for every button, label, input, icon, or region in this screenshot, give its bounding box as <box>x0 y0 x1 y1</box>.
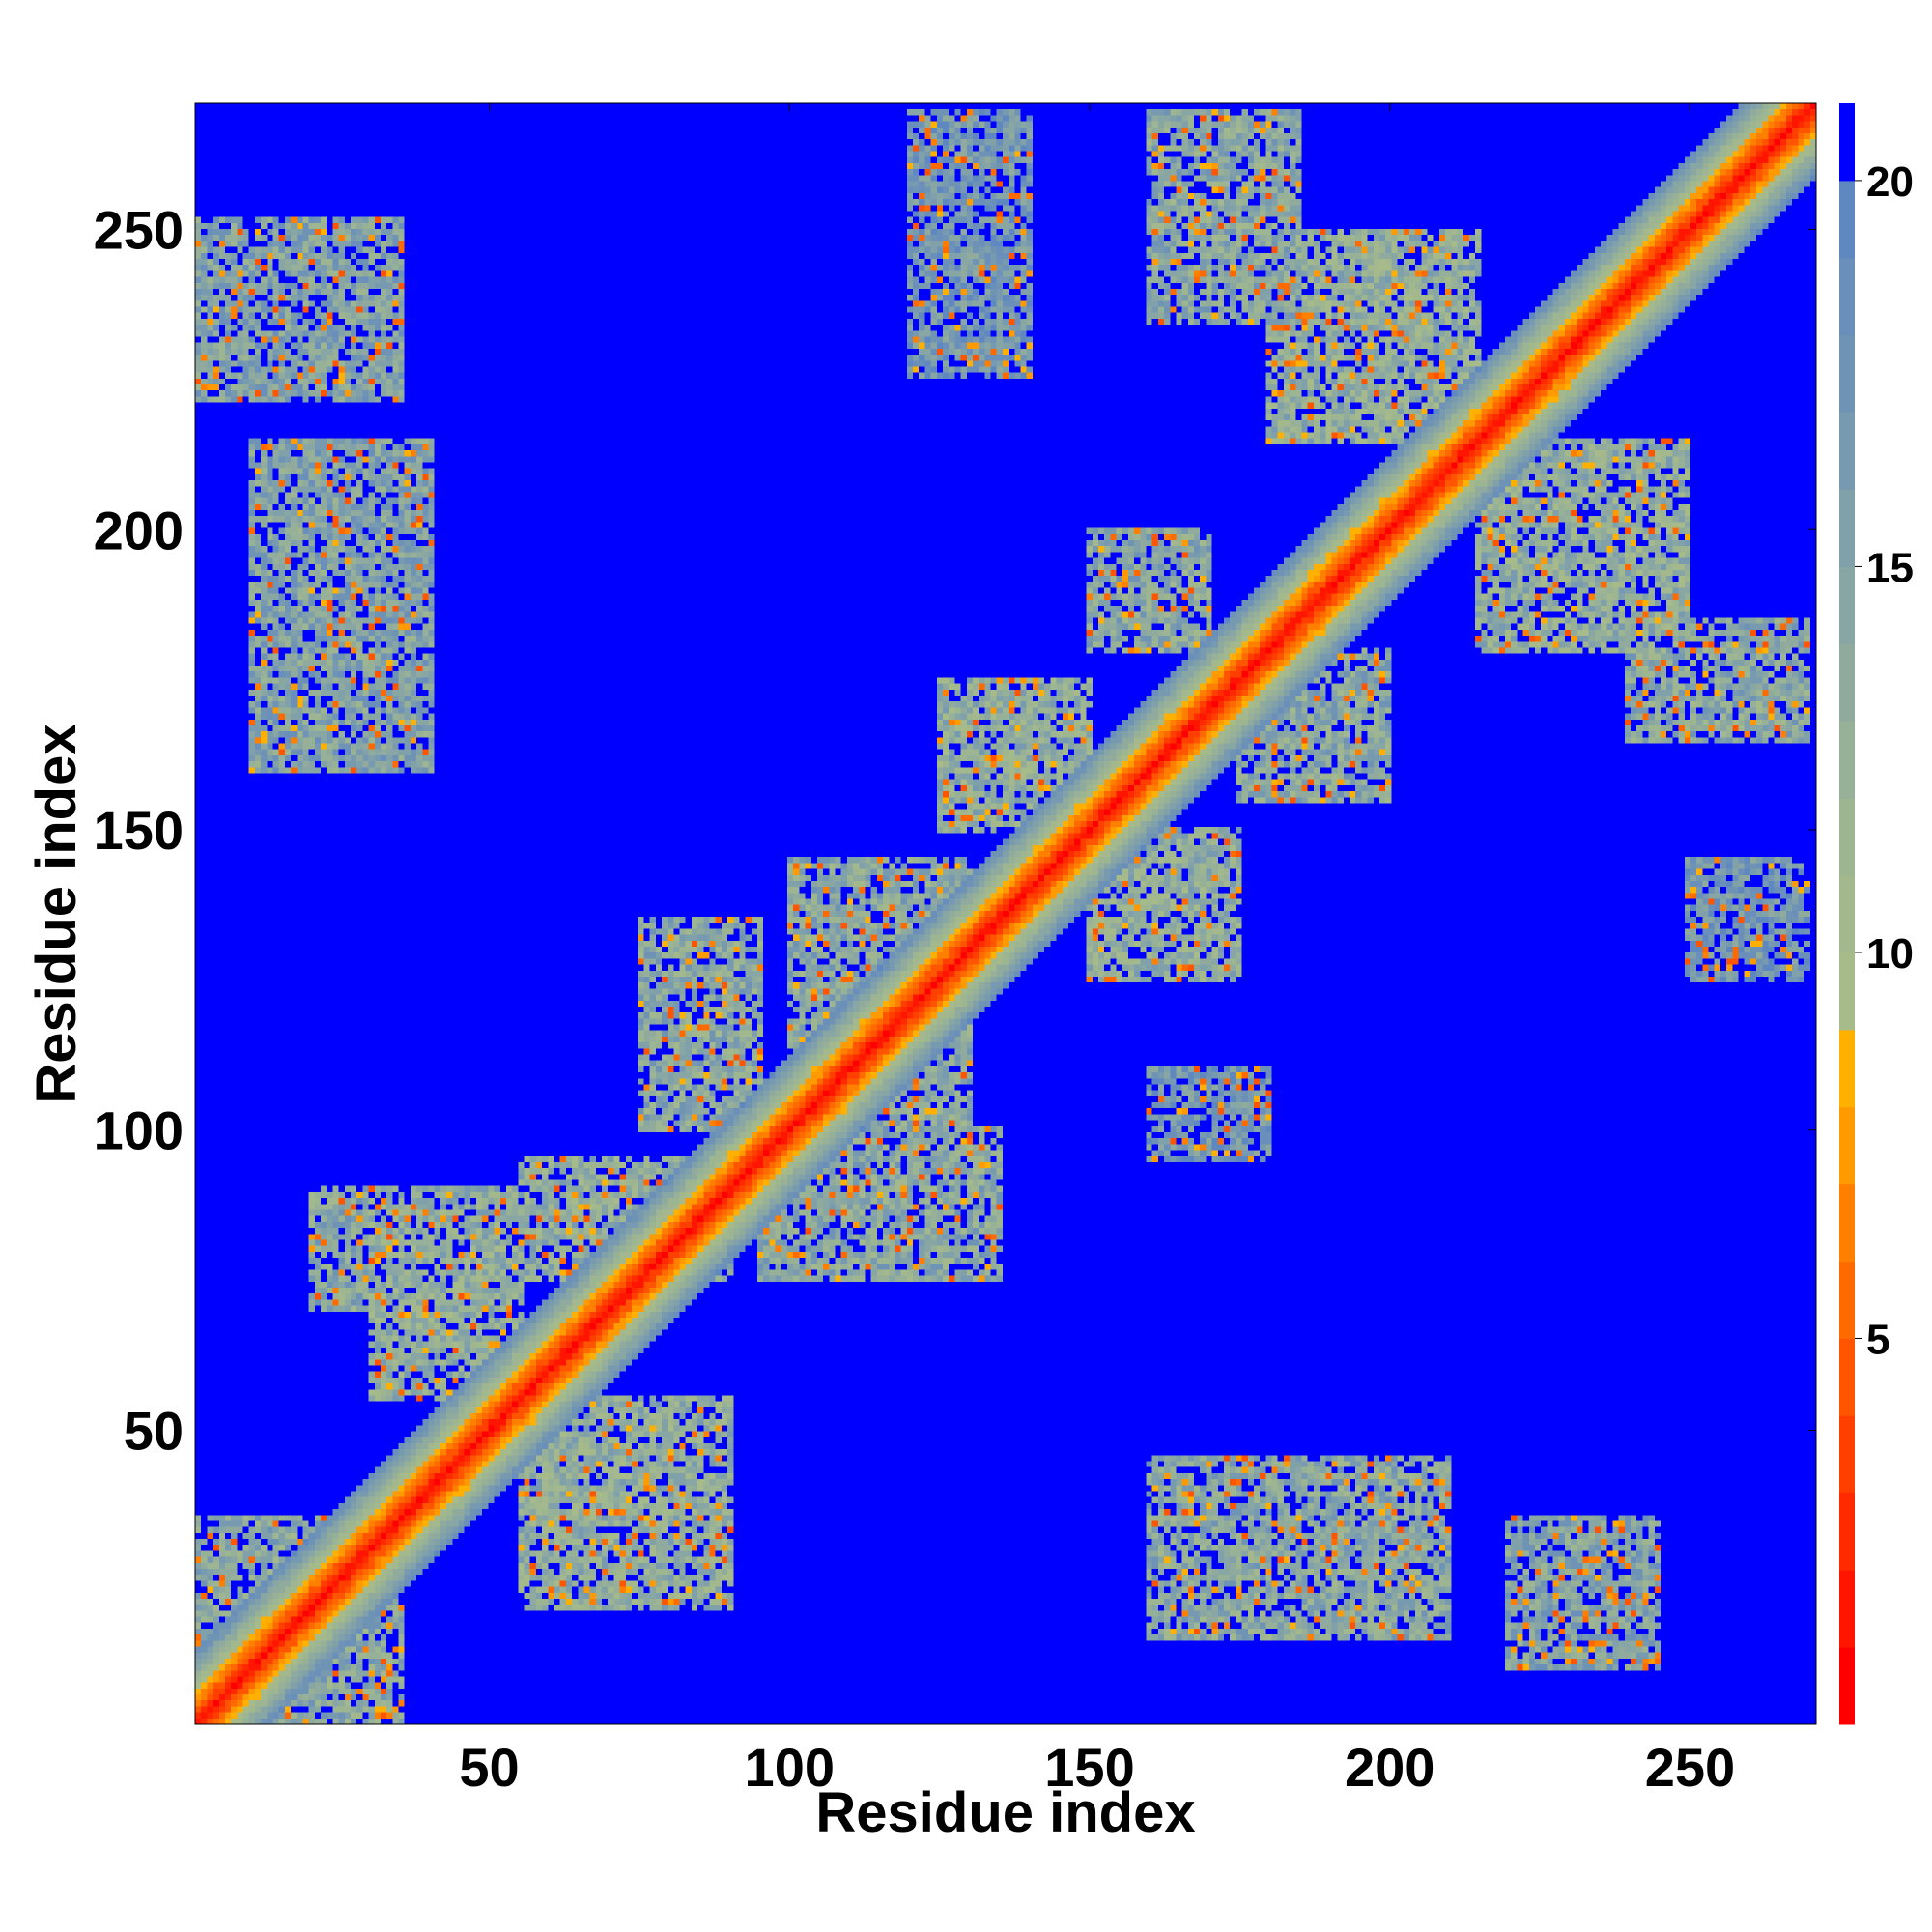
x-tick-label: 150 <box>1044 1737 1134 1798</box>
x-axis: 50 100 150 200 250 <box>459 103 1735 1798</box>
colorbar-tick-label: 10 <box>1866 930 1914 978</box>
y-tick-label: 250 <box>94 200 184 261</box>
colorbar-segment <box>1839 1647 1855 1725</box>
colorbar-segment <box>1839 1183 1855 1263</box>
x-tick-label: 200 <box>1345 1737 1435 1798</box>
colorbar-segment <box>1839 489 1855 567</box>
colorbar-segment <box>1839 1338 1855 1416</box>
colorbar-segment <box>1839 643 1855 722</box>
colorbar-segment <box>1839 257 1855 336</box>
colorbar-segment <box>1839 952 1855 1031</box>
colorbar-segment <box>1839 1492 1855 1571</box>
colorbar: 5 10 15 20 <box>1839 103 1914 1725</box>
colorbar-tick-label: 20 <box>1866 158 1914 206</box>
x-axis-title: Residue index <box>815 1781 1195 1844</box>
colorbar-segment <box>1839 1029 1855 1108</box>
y-tick-label: 100 <box>94 1100 184 1161</box>
x-tick-label: 100 <box>745 1737 835 1798</box>
colorbar-segment <box>1839 875 1855 953</box>
colorbar-segment <box>1839 798 1855 876</box>
heatmap-image <box>195 103 1816 1724</box>
colorbar-segment <box>1839 412 1855 491</box>
y-tick-label: 50 <box>124 1400 184 1461</box>
y-axis-title: Residue index <box>25 724 88 1103</box>
y-tick-label: 150 <box>94 800 184 861</box>
colorbar-segment <box>1839 721 1855 799</box>
colorbar-segment <box>1839 180 1855 259</box>
colorbar-segment <box>1839 1415 1855 1493</box>
colorbar-segment <box>1839 566 1855 644</box>
colorbar-segment <box>1839 1261 1855 1339</box>
colorbar-segment <box>1839 334 1855 413</box>
plot-frame <box>194 102 1817 1725</box>
y-tick-label: 200 <box>94 499 184 560</box>
x-tick-label: 50 <box>459 1737 519 1798</box>
x-tick-label: 250 <box>1645 1737 1735 1798</box>
y-axis: 50 100 150 200 250 <box>94 200 1816 1461</box>
colorbar-segment <box>1839 1570 1855 1648</box>
heatmap <box>195 103 1816 1724</box>
colorbar-tick-label: 15 <box>1866 544 1914 591</box>
colorbar-segment <box>1839 1106 1855 1185</box>
colorbar-tick-label: 5 <box>1866 1316 1889 1363</box>
colorbar-segment <box>1839 103 1855 182</box>
